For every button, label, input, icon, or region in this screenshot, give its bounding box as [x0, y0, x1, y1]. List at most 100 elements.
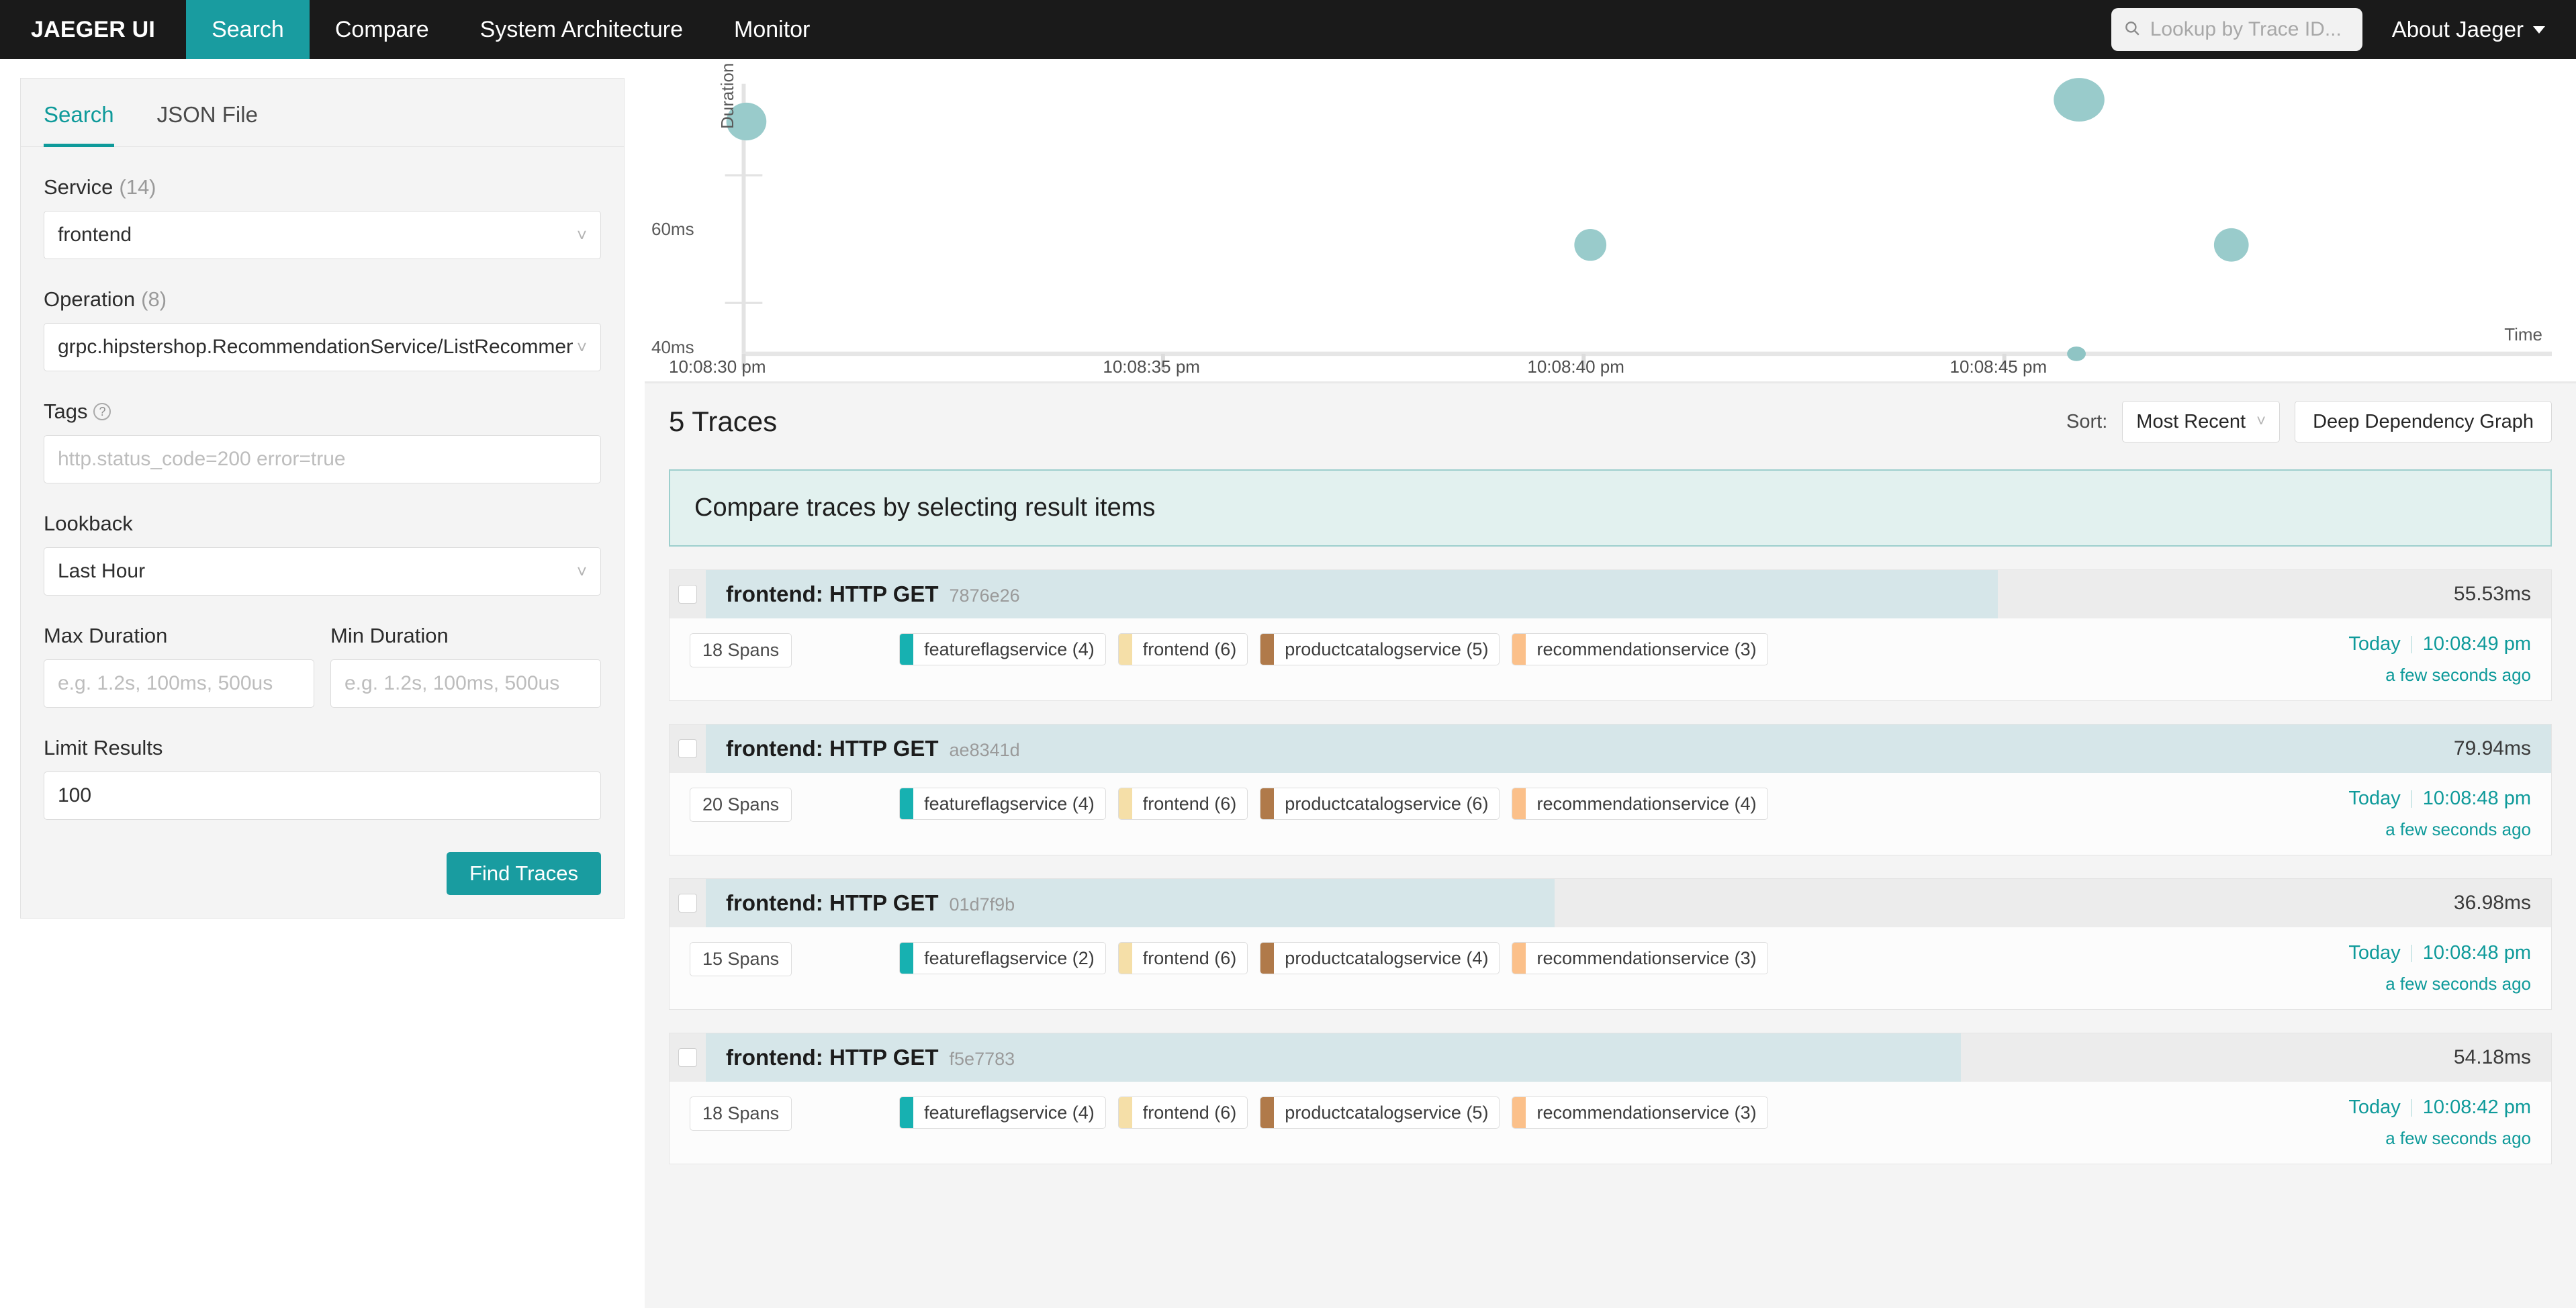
trace-row[interactable]: frontend: HTTP GET 7876e26 55.53ms 18 Spans… — [669, 569, 2552, 701]
trace-select-checkbox[interactable] — [678, 585, 697, 604]
nav-link-system-architecture[interactable]: System Architecture — [479, 16, 683, 42]
duration-scatter-plot[interactable]: 60ms 40ms Duration Time 10:08:30 pm 10:0… — [645, 59, 2576, 381]
service-select-value: frontend — [58, 224, 132, 246]
service-tag[interactable]: featureflagservice (4) — [899, 1096, 1106, 1129]
trace-time: 10:08:42 pm — [2422, 1096, 2531, 1118]
trace-duration: 79.94ms — [2453, 737, 2531, 759]
trace-row[interactable]: frontend: HTTP GET 01d7f9b 36.98ms 15 Spans… — [669, 878, 2552, 1010]
service-tag-list: featureflagservice (4) frontend (6) produc… — [899, 788, 1768, 820]
trace-header[interactable]: frontend: HTTP GET 01d7f9b 36.98ms — [670, 879, 2551, 927]
service-tag-label: featureflagservice (4) — [924, 1102, 1095, 1123]
time-separator — [2411, 944, 2412, 962]
max-duration-field: Max Duration e.g. 1.2s, 100ms, 500us — [44, 624, 314, 708]
chevron-down-icon: ˅ — [576, 336, 587, 357]
service-tag[interactable]: productcatalogservice (5) — [1260, 1096, 1500, 1129]
trace-select-cell[interactable] — [670, 725, 706, 773]
min-duration-field: Min Duration e.g. 1.2s, 100ms, 500us — [330, 624, 601, 708]
lookback-select[interactable]: Last Hour ˅ — [44, 547, 601, 596]
nav-link-search[interactable]: Search — [186, 0, 310, 59]
service-tag-label: featureflagservice (2) — [924, 947, 1095, 968]
lookback-select-value: Last Hour — [58, 560, 146, 582]
sort-select[interactable]: Most Recent ˅ — [2122, 401, 2281, 442]
trace-select-checkbox[interactable] — [678, 894, 697, 913]
service-tag[interactable]: recommendationservice (3) — [1512, 633, 1768, 665]
about-jaeger-menu[interactable]: About Jaeger — [2392, 17, 2545, 42]
trace-id-lookup[interactable]: Lookup by Trace ID... — [2111, 8, 2362, 51]
min-duration-input[interactable]: e.g. 1.2s, 100ms, 500us — [330, 659, 601, 708]
service-tag[interactable]: frontend (6) — [1117, 1096, 1248, 1129]
question-circle-icon[interactable]: ? — [93, 403, 111, 420]
tab-json-file[interactable]: JSON File — [156, 102, 258, 127]
trace-day: Today — [2348, 1096, 2401, 1118]
trace-time: 10:08:48 pm — [2422, 942, 2531, 964]
nav-link-compare[interactable]: Compare — [334, 16, 429, 42]
operation-select[interactable]: grpc.hipstershop.RecommendationService/L… — [44, 323, 601, 371]
max-duration-input[interactable]: e.g. 1.2s, 100ms, 500us — [44, 659, 314, 708]
about-jaeger-label: About Jaeger — [2391, 17, 2524, 42]
trace-id: 7876e26 — [949, 586, 1020, 606]
trace-select-checkbox[interactable] — [678, 739, 697, 758]
service-tag[interactable]: frontend (6) — [1117, 633, 1248, 665]
max-duration-placeholder: e.g. 1.2s, 100ms, 500us — [58, 672, 273, 694]
duration-fields: Max Duration e.g. 1.2s, 100ms, 500us Min… — [21, 624, 624, 708]
trace-timestamp-row: Today 10:08:49 pm — [2348, 633, 2531, 655]
trace-select-cell[interactable] — [670, 570, 706, 618]
trace-row[interactable]: frontend: HTTP GET f5e7783 54.18ms 18 Spans… — [669, 1033, 2552, 1164]
scatter-point[interactable] — [2213, 228, 2249, 262]
trace-title-group: frontend: HTTP GET 01d7f9b — [706, 890, 1015, 916]
service-color-swatch — [900, 634, 914, 665]
deep-dependency-graph-button[interactable]: Deep Dependency Graph — [2295, 401, 2552, 442]
trace-header[interactable]: frontend: HTTP GET f5e7783 54.18ms — [670, 1033, 2551, 1082]
scatter-point[interactable] — [2054, 78, 2105, 122]
find-traces-button[interactable]: Find Traces — [447, 852, 601, 895]
service-tag[interactable]: productcatalogservice (6) — [1260, 788, 1500, 820]
service-tag[interactable]: frontend (6) — [1117, 942, 1248, 974]
span-count-badge: 18 Spans — [690, 633, 792, 667]
trace-time-column: Today 10:08:48 pm a few seconds ago — [2328, 788, 2531, 840]
trace-header[interactable]: frontend: HTTP GET ae8341d 79.94ms — [670, 725, 2551, 773]
trace-select-checkbox[interactable] — [678, 1048, 697, 1067]
service-tag[interactable]: frontend (6) — [1117, 788, 1248, 820]
service-color-swatch — [900, 788, 914, 819]
service-color-swatch — [1512, 1097, 1526, 1128]
trace-id: ae8341d — [949, 740, 1020, 760]
service-tag[interactable]: productcatalogservice (5) — [1260, 633, 1500, 665]
trace-duration-bar: frontend: HTTP GET f5e7783 54.18ms — [706, 1033, 2551, 1082]
trace-header[interactable]: frontend: HTTP GET 7876e26 55.53ms — [670, 570, 2551, 618]
span-count-badge: 18 Spans — [690, 1096, 792, 1131]
scatter-point[interactable] — [2067, 346, 2086, 361]
trace-duration-bar: frontend: HTTP GET 7876e26 55.53ms — [706, 570, 2551, 618]
trace-rows-container: frontend: HTTP GET 7876e26 55.53ms 18 Spans… — [669, 569, 2552, 1164]
service-tag-label: featureflagservice (4) — [924, 793, 1095, 814]
traces-header-bar: 5 Traces Sort: Most Recent ˅ Deep Depend… — [645, 383, 2576, 460]
limit-results-field: Limit Results 100 — [21, 736, 624, 820]
scatter-plot-svg[interactable] — [682, 77, 2552, 381]
y-axis-label: Duration — [717, 62, 737, 129]
service-color-swatch — [1118, 943, 1132, 974]
scatter-point[interactable] — [726, 102, 767, 141]
service-tag[interactable]: recommendationservice (3) — [1512, 1096, 1768, 1129]
service-tag[interactable]: productcatalogservice (4) — [1260, 942, 1500, 974]
app-brand[interactable]: JAEGER UI — [31, 16, 156, 42]
service-tag[interactable]: recommendationservice (4) — [1512, 788, 1768, 820]
limit-results-input[interactable]: 100 — [44, 772, 601, 820]
service-tag[interactable]: featureflagservice (4) — [899, 633, 1106, 665]
trace-id-lookup-placeholder: Lookup by Trace ID... — [2150, 18, 2342, 40]
trace-select-cell[interactable] — [670, 879, 706, 927]
trace-timestamp-row: Today 10:08:42 pm — [2348, 1096, 2531, 1119]
service-tag[interactable]: featureflagservice (4) — [899, 788, 1106, 820]
scatter-point[interactable] — [1574, 229, 1607, 261]
service-tag-label: productcatalogservice (5) — [1285, 639, 1489, 659]
trace-duration: 54.18ms — [2453, 1046, 2531, 1068]
tags-input[interactable]: http.status_code=200 error=true — [44, 435, 601, 483]
service-tag[interactable]: recommendationservice (3) — [1512, 942, 1768, 974]
trace-row[interactable]: frontend: HTTP GET ae8341d 79.94ms 20 Spans… — [669, 724, 2552, 855]
chevron-down-icon: ˅ — [576, 561, 587, 581]
service-tag[interactable]: featureflagservice (2) — [899, 942, 1106, 974]
service-tag-label: featureflagservice (4) — [924, 639, 1095, 659]
nav-link-monitor[interactable]: Monitor — [734, 16, 811, 42]
trace-duration-bar: frontend: HTTP GET 01d7f9b 36.98ms — [706, 879, 2551, 927]
service-select[interactable]: frontend ˅ — [44, 211, 601, 259]
tab-search[interactable]: Search — [44, 79, 114, 147]
trace-select-cell[interactable] — [670, 1033, 706, 1082]
